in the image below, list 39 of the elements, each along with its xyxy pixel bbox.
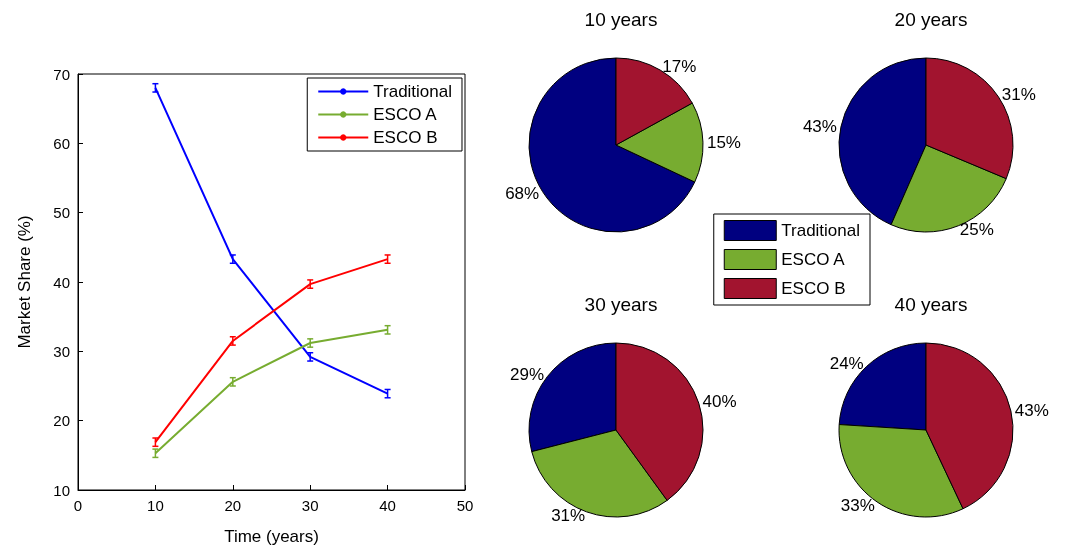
data-label: 24% [829,354,864,374]
x-axis-title: Time (years) [224,527,319,546]
data-label: 31% [551,506,586,526]
data-label: 68% [505,184,540,204]
data-label: 17% [662,57,697,77]
y-tick-label: 10 [53,481,70,499]
line-series [154,328,389,455]
y-tick-label: 60 [53,134,70,152]
y-tick-label: 20 [53,412,70,430]
legend-label: ESCO B [373,128,438,147]
y-tick-label: 30 [53,342,70,360]
chart-title: 40 years [894,294,968,315]
line-series [154,258,389,444]
data-label: 15% [706,132,741,152]
data-label: 25% [959,219,994,239]
chart-title: 30 years [584,294,658,315]
chart-title: 20 years [894,9,968,30]
legend-label: Traditional [373,82,453,101]
x-tick-label: 30 [301,497,319,514]
x-tick-label: 50 [456,497,474,514]
data-label: 31% [1001,85,1036,105]
y-axis-title: Market Share (%) [15,215,34,349]
legend-label: Traditional [781,221,861,240]
legend-label: ESCO B [781,279,846,298]
x-tick-label: 20 [224,497,242,514]
data-label: 29% [510,364,545,384]
data-label: 40% [702,392,737,412]
chart-title: 10 years [584,9,658,30]
legend-label: ESCO A [373,105,438,124]
y-tick-label: 40 [53,273,70,291]
y-tick-label: 50 [53,204,70,222]
x-tick-label: 40 [379,497,396,514]
x-tick-label: 10 [147,497,164,514]
legend-label: ESCO A [781,250,846,269]
data-label: 43% [802,116,837,136]
y-tick-label: 70 [53,65,70,83]
data-label: 43% [1014,400,1049,420]
data-label: 33% [840,495,875,515]
x-tick-label: 0 [73,497,83,514]
